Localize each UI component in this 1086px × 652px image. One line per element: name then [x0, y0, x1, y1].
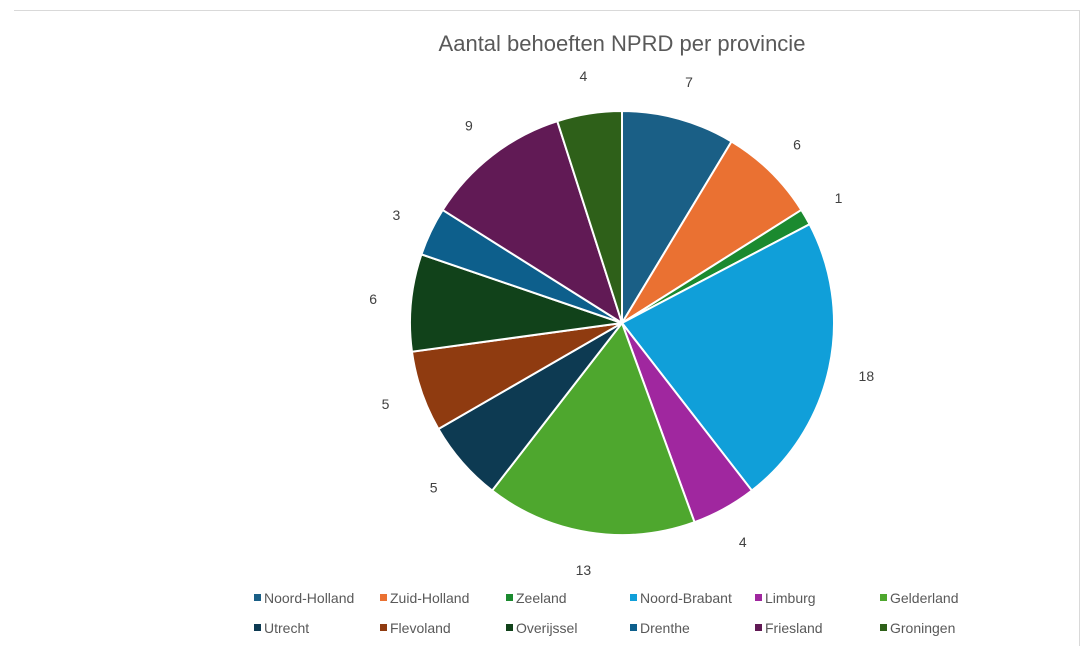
data-labels: 7 6 1 18 4 13 5 5 6 3 9 4 — [369, 68, 874, 578]
data-label-utrecht: 5 — [430, 479, 438, 495]
legend-item-utrecht: Utrecht — [254, 620, 309, 636]
legend-swatch — [880, 624, 887, 631]
legend-label: Drenthe — [640, 620, 690, 636]
pie-slice-noord-brabant — [620, 222, 835, 492]
legend-swatch — [506, 624, 513, 631]
pie-slice-gelderland — [490, 320, 696, 536]
legend-item-friesland: Friesland — [755, 620, 823, 636]
data-label-limburg: 4 — [739, 534, 747, 550]
legend-item-flevoland: Flevoland — [380, 620, 451, 636]
pie-slice-groningen — [556, 109, 623, 324]
legend-item-drenthe: Drenthe — [630, 620, 690, 636]
pie-slice-friesland — [441, 119, 624, 326]
legend-swatch — [755, 594, 762, 601]
data-label-flevoland: 5 — [382, 396, 390, 412]
legend-label: Limburg — [765, 590, 816, 606]
legend-item-overijssel: Overijssel — [506, 620, 577, 636]
legend-label: Zeeland — [516, 590, 567, 606]
legend-label: Overijssel — [516, 620, 577, 636]
data-label-friesland: 9 — [465, 117, 473, 133]
legend-swatch — [630, 624, 637, 631]
data-label-groningen: 4 — [579, 68, 587, 84]
legend-label: Zuid-Holland — [390, 590, 469, 606]
legend-item-zeeland: Zeeland — [506, 590, 567, 606]
data-label-drenthe: 3 — [393, 207, 401, 223]
legend-label: Utrecht — [264, 620, 309, 636]
pie-slice-overijssel — [409, 253, 623, 353]
legend-swatch — [630, 594, 637, 601]
legend-label: Noord-Brabant — [640, 590, 732, 606]
legend-swatch — [380, 624, 387, 631]
legend-item-noord-brabant: Noord-Brabant — [630, 590, 732, 606]
legend-item-groningen: Groningen — [880, 620, 955, 636]
legend-swatch — [380, 594, 387, 601]
pie-slice-noord-holland — [621, 109, 733, 327]
legend-item-noord-holland: Noord-Holland — [254, 590, 354, 606]
legend-label: Noord-Holland — [264, 590, 354, 606]
data-label-zuid-holland: 6 — [793, 137, 801, 153]
chart-frame — [14, 10, 1080, 646]
data-label-overijssel: 6 — [369, 291, 377, 307]
pie-slice-zuid-holland — [621, 140, 803, 324]
legend-swatch — [506, 594, 513, 601]
legend: Noord-Holland Zuid-Holland Zeeland Noord-Br… — [254, 590, 959, 636]
legend-item-gelderland: Gelderland — [880, 590, 959, 606]
legend-swatch — [254, 594, 261, 601]
legend-label: Flevoland — [390, 620, 451, 636]
legend-item-zuid-holland: Zuid-Holland — [380, 590, 469, 606]
data-label-noord-brabant: 18 — [859, 368, 875, 384]
legend-item-limburg: Limburg — [755, 590, 816, 606]
legend-swatch — [880, 594, 887, 601]
chart-title: Aantal behoeften NPRD per provincie — [439, 31, 806, 56]
legend-label: Gelderland — [890, 590, 959, 606]
legend-label: Groningen — [890, 620, 955, 636]
data-label-gelderland: 13 — [576, 562, 592, 578]
data-label-noord-holland: 7 — [685, 74, 693, 90]
data-label-zeeland: 1 — [835, 190, 843, 206]
legend-swatch — [254, 624, 261, 631]
legend-swatch — [755, 624, 762, 631]
pie-slices — [409, 109, 835, 536]
legend-label: Friesland — [765, 620, 823, 636]
